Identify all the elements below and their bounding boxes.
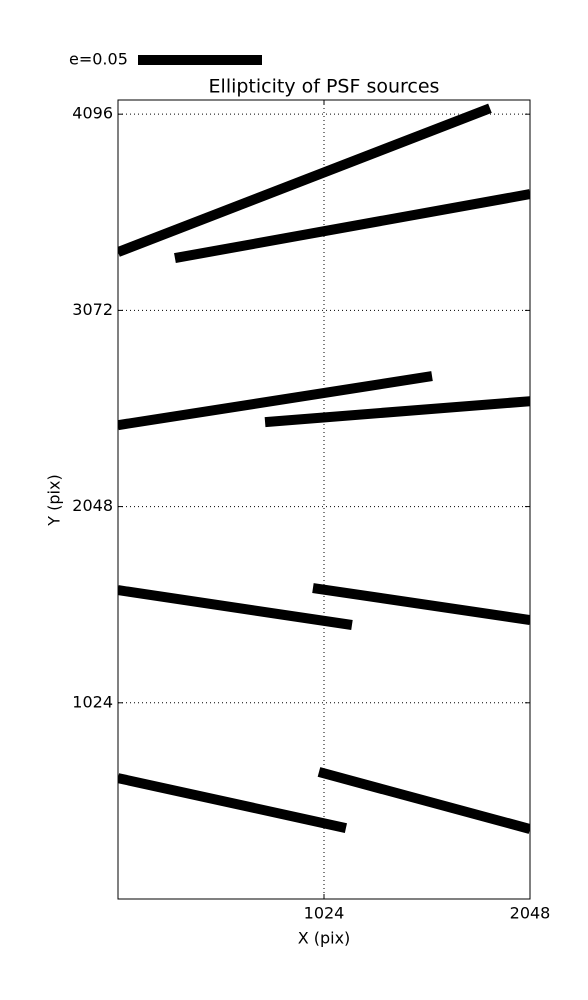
- key-label: e=0.05: [69, 50, 128, 69]
- whisker: [264, 396, 530, 428]
- key-bar: [138, 55, 262, 65]
- axes-frame: [117, 99, 531, 900]
- chart-title: Ellipticity of PSF sources: [209, 76, 440, 98]
- whisker: [174, 189, 530, 263]
- y-tick-label: 3072: [72, 300, 113, 319]
- whisker: [317, 767, 530, 834]
- x-tick-label: 2048: [510, 904, 551, 923]
- whisker: [312, 583, 530, 625]
- whisker: [118, 585, 353, 630]
- x-axis-label: X (pix): [298, 929, 351, 948]
- y-tick-label: 2048: [72, 496, 113, 515]
- plot-area: [118, 103, 530, 834]
- whisker: [118, 371, 433, 431]
- whisker: [118, 103, 492, 257]
- grid: [118, 100, 531, 899]
- y-tick-label: 4096: [72, 104, 113, 123]
- whisker: [118, 773, 347, 833]
- y-axis-label: Y (pix): [45, 474, 64, 526]
- x-tick-label: 1024: [304, 904, 345, 923]
- y-tick-label: 1024: [72, 692, 113, 711]
